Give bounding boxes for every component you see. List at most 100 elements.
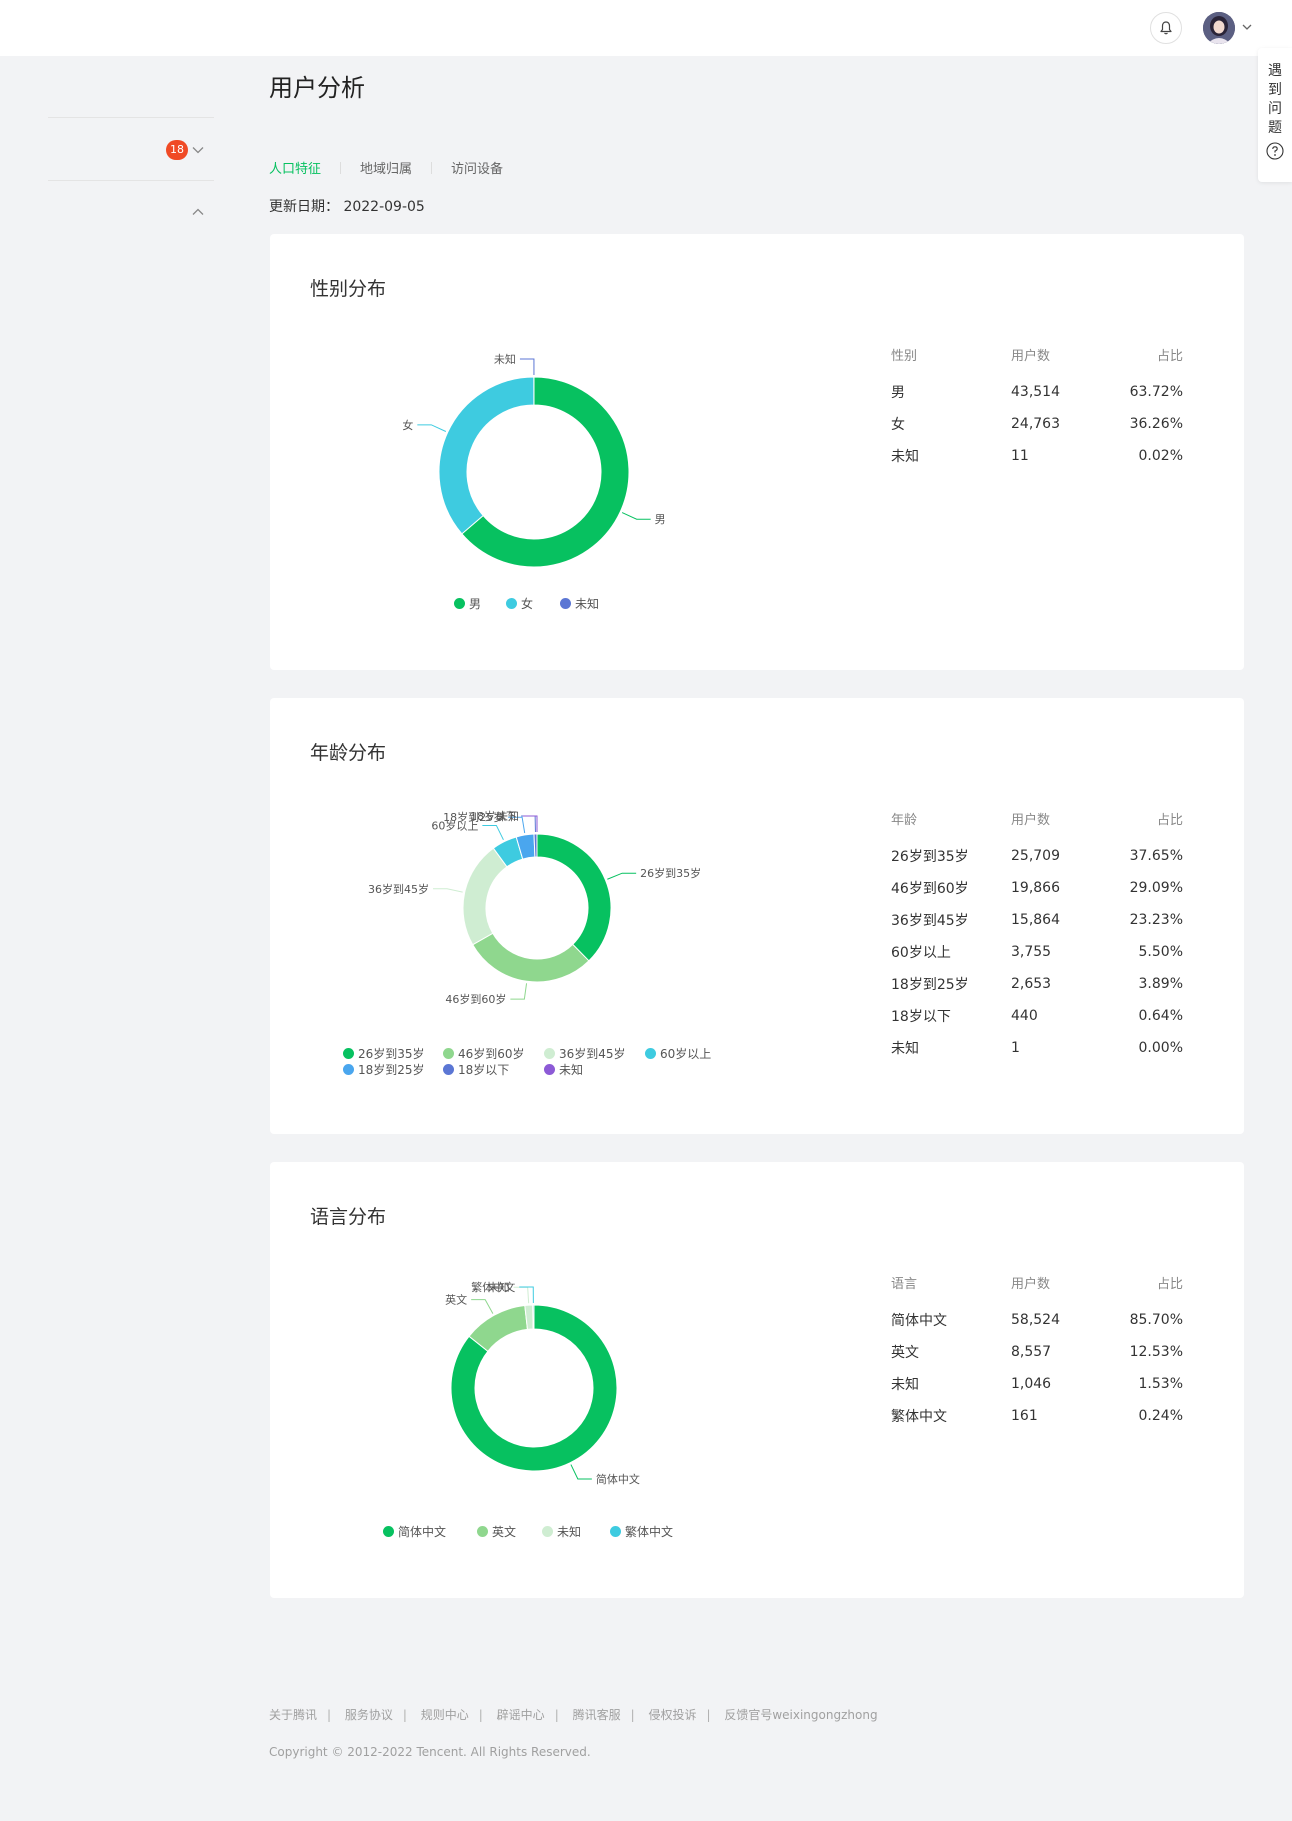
table-row: 46岁到60岁 19,866 29.09% [891,872,1183,904]
footer-link[interactable]: 侵权投诉 [648,1708,697,1722]
donut-slice[interactable] [462,847,508,946]
callout-line [471,1299,494,1314]
language-table: 语言 用户数 占比 简体中文 58,524 85.70% 英文 8,557 12… [891,1260,1183,1432]
chevron-down-icon[interactable] [190,142,206,158]
gender-table: 性别 用户数 占比 男 43,514 63.72% 女 24,763 36.26… [891,332,1183,472]
donut-slice[interactable] [461,376,630,568]
table-cell: 0.02% [1138,448,1183,464]
donut-slice[interactable] [536,833,612,962]
table-cell: 11 [1011,448,1029,464]
legend-item[interactable]: 未知 [560,595,599,612]
legend-item[interactable]: 36岁到45岁 [544,1045,626,1062]
table-row: 繁体中文 161 0.24% [891,1400,1183,1432]
footer-link[interactable]: 辟谣中心 [496,1708,545,1722]
callout-label: 女 [402,418,413,432]
table-cell: 46岁到60岁 [891,881,969,897]
update-value: 2022-09-05 [343,199,425,215]
column-header: 用户数 [1011,1276,1051,1292]
chevron-up-icon[interactable] [190,204,206,220]
callout-line [519,358,535,376]
legend-item[interactable]: 英文 [477,1523,516,1540]
legend-label: 18岁以下 [458,1063,510,1077]
table-cell: 15,864 [1011,912,1060,928]
footer-link[interactable]: 反馈官号weixingongzhong [724,1708,878,1722]
callout-line [482,824,504,841]
table-row: 18岁以下 440 0.64% [891,1000,1183,1032]
donut-slice[interactable] [472,932,590,983]
footer-separator: | [478,1708,483,1722]
table-cell: 0.64% [1138,1008,1183,1024]
table-cell: 18岁以下 [891,1009,951,1025]
callout-label: 46岁到60岁 [445,992,506,1006]
donut-slice[interactable] [533,833,538,858]
age-table: 年龄 用户数 占比 26岁到35岁 25,709 37.65% 46岁到60岁 … [891,796,1183,1064]
legend-item[interactable]: 26岁到35岁 [343,1045,425,1062]
table-cell: 85.70% [1129,1312,1183,1328]
table-cell: 63.72% [1129,384,1183,400]
footer-links: 关于腾讯 | 服务协议 | 规则中心 | 辟谣中心 | 腾讯客服 | 侵权投诉 | 反馈官号… [269,1706,878,1723]
tab-device[interactable]: 访问设备 [451,162,504,177]
column-header: 占比 [1156,812,1183,828]
callout-label: 26岁到35岁 [640,866,701,880]
donut-slice[interactable] [438,376,535,535]
tab-demographics[interactable]: 人口特征 [269,162,322,177]
table-cell: 24,763 [1011,416,1060,432]
user-avatar[interactable] [1203,12,1235,44]
age-card: 年龄分布 26岁到35岁 46岁到60岁 36岁到45岁 60岁以上 18岁到25岁 18… [270,698,1244,1134]
table-cell: 1.53% [1138,1376,1183,1392]
legend-item[interactable]: 60岁以上 [645,1045,711,1062]
callout-label: 简体中文 [596,1472,640,1486]
legend-dot [610,1526,621,1537]
footer-link[interactable]: 腾讯客服 [572,1708,621,1722]
legend-item[interactable]: 18岁以下 [443,1061,509,1078]
footer-link[interactable]: 服务协议 [344,1708,393,1722]
footer-separator: | [554,1708,559,1722]
legend-dot [343,1064,354,1075]
legend-item[interactable]: 简体中文 [383,1523,446,1540]
legend-dot [343,1048,354,1059]
legend-dot [544,1048,555,1059]
copyright: Copyright © 2012-2022 Tencent. All Right… [269,1745,591,1759]
callout-line [508,816,526,834]
donut-slice[interactable] [532,1304,535,1330]
legend-item[interactable]: 18岁到25岁 [343,1061,425,1078]
notification-button[interactable] [1150,12,1182,44]
table-cell: 0.00% [1138,1040,1183,1056]
chevron-down-icon[interactable] [1239,19,1255,35]
footer-link[interactable]: 关于腾讯 [269,1708,318,1722]
legend-item[interactable]: 46岁到60岁 [443,1045,525,1062]
legend-item[interactable]: 女 [506,595,533,612]
legend-item[interactable]: 未知 [542,1523,581,1540]
table-cell: 29.09% [1129,880,1183,896]
callout-label: 繁体中文 [471,1280,515,1294]
table-cell: 3,755 [1011,944,1052,960]
table-cell: 简体中文 [891,1313,947,1329]
table-cell: 58,524 [1011,1312,1060,1328]
legend-label: 简体中文 [398,1525,447,1539]
legend-item[interactable]: 未知 [544,1061,583,1078]
table-cell: 0.24% [1138,1408,1183,1424]
tab-region[interactable]: 地域归属 [360,162,413,177]
table-cell: 440 [1011,1008,1038,1024]
legend-dot [383,1526,394,1537]
table-cell: 未知 [891,1041,919,1057]
legend-dot [454,598,465,609]
legend-item[interactable]: 男 [454,595,481,612]
legend-item[interactable]: 繁体中文 [610,1523,673,1540]
update-label: 更新日期： [269,199,339,215]
table-row: 18岁到25岁 2,653 3.89% [891,968,1183,1000]
callout-line [621,512,651,520]
legend-dot [506,598,517,609]
age-card-title: 年龄分布 [310,742,387,764]
table-row: 女 24,763 36.26% [891,408,1183,440]
donut-slice[interactable] [450,1304,618,1472]
update-date: 更新日期： 2022-09-05 [269,196,425,216]
callout-label: 未知 [488,1280,510,1294]
footer-separator: | [402,1708,407,1722]
legend-dot [443,1064,454,1075]
legend-label: 英文 [492,1525,517,1539]
top-bar [0,0,1292,56]
help-float-button[interactable]: 遇到问题 [1258,48,1292,182]
footer-link[interactable]: 规则中心 [420,1708,469,1722]
table-row: 男 43,514 63.72% [891,376,1183,408]
